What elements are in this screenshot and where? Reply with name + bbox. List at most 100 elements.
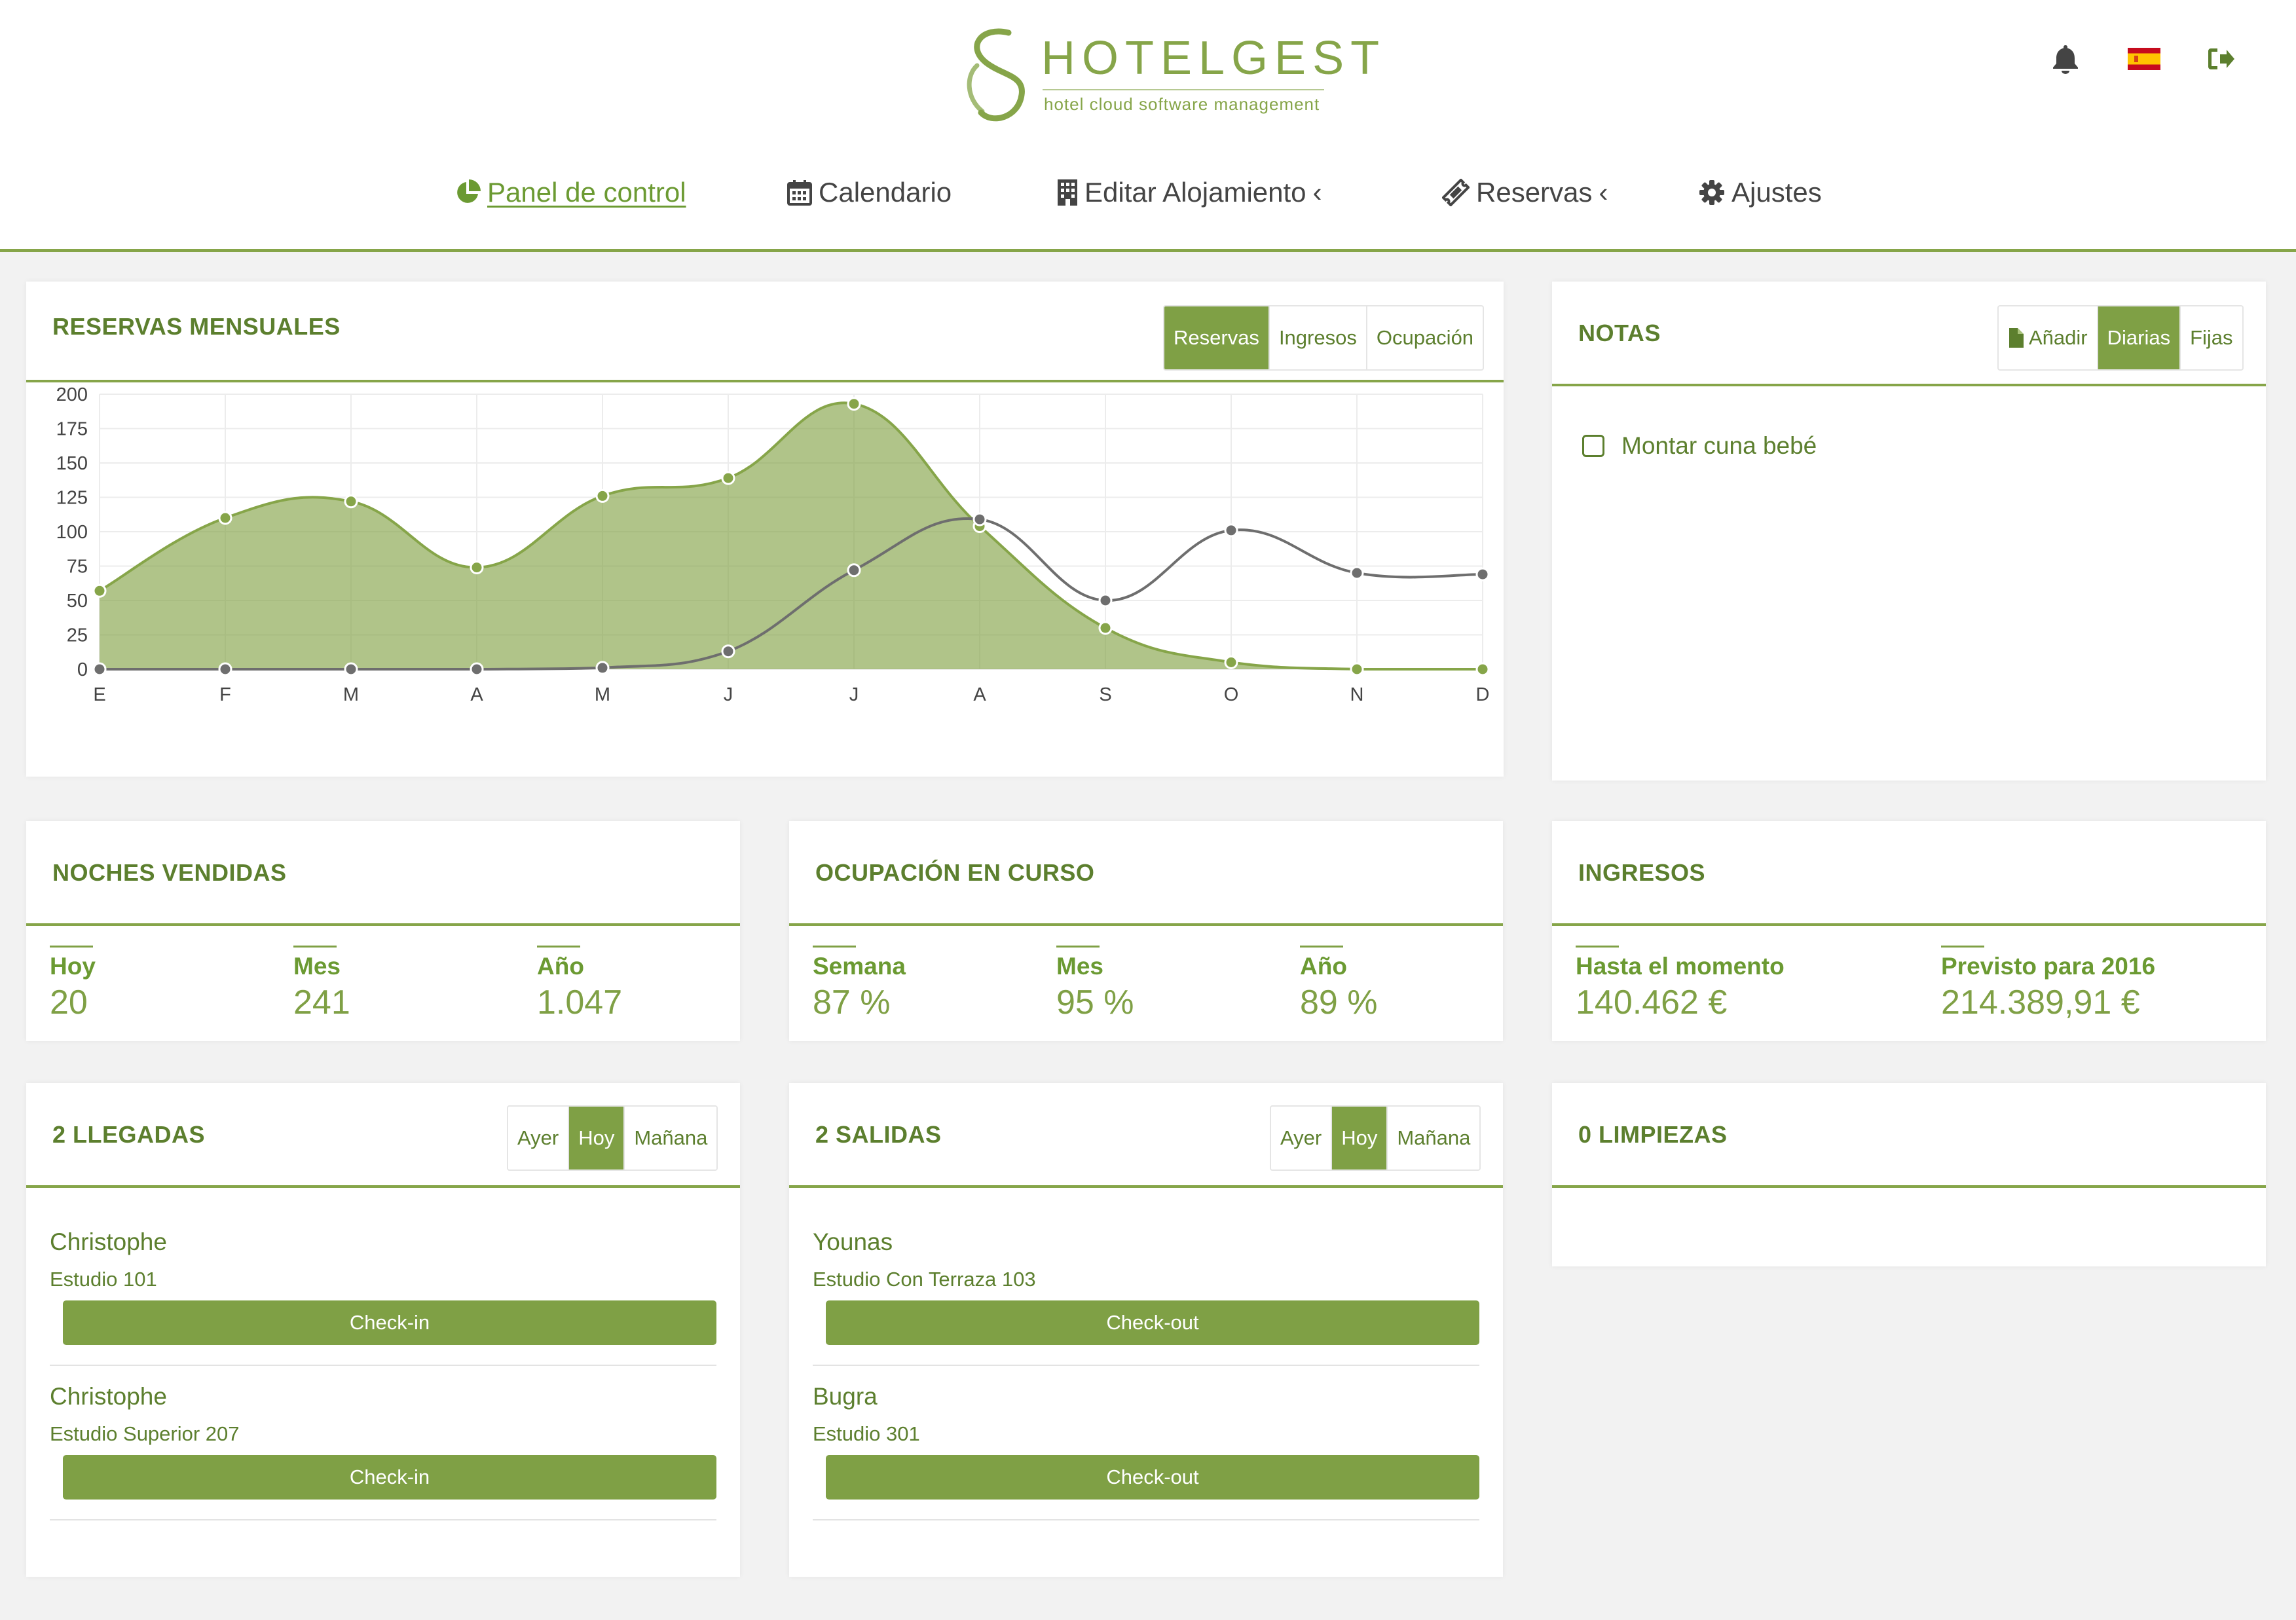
card-title: 2 LLEGADAS: [52, 1121, 206, 1148]
tab-hoy[interactable]: Hoy: [568, 1107, 624, 1169]
arrival-item: Christophe Estudio 101 Check-in: [50, 1228, 716, 1379]
stat-ano: Año 89 %: [1300, 946, 1378, 1022]
notes-card: NOTAS Añadir Diarias Fijas Montar cuna b…: [1552, 282, 2266, 781]
x-tick-label: M: [343, 684, 359, 705]
tab-ayer[interactable]: Ayer: [1280, 1126, 1322, 1149]
pie-chart-icon: [457, 179, 481, 203]
card-header: NOCHES VENDIDAS: [26, 821, 740, 926]
stat-value: 87 %: [813, 984, 891, 1022]
room-name: Estudio 101: [50, 1268, 157, 1291]
y-tick-label: 0: [77, 659, 88, 680]
x-tick-label: F: [219, 684, 231, 705]
nav-editar-alojamiento[interactable]: Editar Alojamiento ‹: [1057, 177, 1322, 208]
note-item: Montar cuna bebé: [1582, 432, 1817, 460]
stat-rule: [1300, 946, 1343, 948]
data-point: [470, 662, 484, 676]
logo-subtitle: hotel cloud software management: [1044, 94, 1320, 114]
x-tick-label: N: [1350, 684, 1364, 705]
nav-calendario[interactable]: Calendario: [787, 177, 952, 208]
nav-ajustes[interactable]: Ajustes: [1699, 177, 1822, 208]
tab-manana[interactable]: Mañana: [623, 1107, 716, 1169]
chart-tab-group: Reservas Ingresos Ocupación: [1163, 305, 1485, 371]
series-area: [100, 403, 1483, 669]
check-in-button[interactable]: Check-in: [63, 1455, 716, 1500]
card-header: NOTAS Añadir Diarias Fijas: [1552, 282, 2266, 386]
card-title: NOCHES VENDIDAS: [52, 859, 287, 886]
check-out-button[interactable]: Check-out: [826, 1300, 1479, 1345]
data-point: [218, 662, 232, 676]
logo-divider: [1043, 89, 1324, 90]
data-point: [595, 661, 610, 675]
arrivals-day-tabs: Ayer Hoy Mañana: [507, 1105, 718, 1171]
card-title: OCUPACIÓN EN CURSO: [815, 859, 1095, 886]
data-point: [344, 494, 358, 509]
stat-previsto: Previsto para 2016 214.389,91 €: [1941, 946, 2155, 1022]
tab-anadir-label: Añadir: [2029, 326, 2088, 349]
data-point: [1475, 567, 1490, 581]
item-divider: [813, 1365, 1479, 1366]
check-in-button[interactable]: Check-in: [63, 1300, 716, 1345]
spain-flag-icon[interactable]: [2123, 39, 2165, 79]
x-tick-label: S: [1099, 684, 1111, 705]
item-divider: [50, 1365, 716, 1366]
hotelgest-logo[interactable]: HOTELGEST hotel cloud software managemen…: [963, 26, 1379, 131]
item-divider: [50, 1519, 716, 1520]
tab-reservas[interactable]: Reservas: [1164, 306, 1268, 369]
data-point: [344, 662, 358, 676]
stat-mes: Mes 95 %: [1056, 946, 1134, 1022]
notes-tab-group: Añadir Diarias Fijas: [1997, 305, 2244, 371]
nav-reservas[interactable]: Reservas ‹: [1442, 177, 1608, 208]
tab-ingresos[interactable]: Ingresos: [1268, 306, 1366, 369]
arrivals-card: 2 LLEGADAS Ayer Hoy Mañana Christophe Es…: [26, 1083, 740, 1577]
y-tick-label: 150: [56, 453, 88, 474]
cleanings-card: 0 LIMPIEZAS: [1552, 1083, 2266, 1266]
guest-name: Younas: [813, 1228, 893, 1255]
tab-ocupacion[interactable]: Ocupación: [1365, 306, 1483, 369]
data-point: [721, 644, 735, 659]
stat-rule: [1576, 946, 1619, 948]
x-tick-label: J: [849, 684, 859, 705]
stat-rule: [293, 946, 337, 948]
card-title: 2 SALIDAS: [815, 1121, 942, 1148]
data-point: [847, 397, 861, 411]
tab-hoy[interactable]: Hoy: [1331, 1107, 1387, 1169]
gear-icon: [1699, 180, 1724, 205]
data-point: [470, 561, 484, 575]
nav-label: Panel de control: [487, 177, 686, 208]
stat-label: Previsto para 2016: [1941, 953, 2156, 980]
file-icon: [2009, 328, 2024, 348]
tab-ayer[interactable]: Ayer: [517, 1126, 559, 1149]
tab-manana[interactable]: Mañana: [1386, 1107, 1479, 1169]
tab-anadir[interactable]: Añadir: [1999, 306, 2097, 369]
stat-rule: [1941, 946, 1984, 948]
bell-icon[interactable]: [2046, 39, 2085, 79]
tab-diarias[interactable]: Diarias: [2096, 306, 2180, 369]
nav-panel-de-control[interactable]: Panel de control: [454, 177, 686, 208]
data-point: [595, 488, 610, 503]
data-point: [721, 471, 735, 485]
nav-label: Reservas: [1476, 177, 1593, 208]
departure-item: Bugra Estudio 301 Check-out: [813, 1383, 1479, 1534]
note-checkbox[interactable]: [1582, 435, 1604, 457]
stat-rule: [50, 946, 93, 948]
card-header: 2 SALIDAS Ayer Hoy Mañana: [789, 1083, 1503, 1188]
data-point: [847, 563, 861, 578]
data-point: [1350, 566, 1364, 580]
nights-sold-card: NOCHES VENDIDAS Hoy 20 Mes 241 Año 1.047: [26, 821, 740, 1041]
calendar-icon: [787, 180, 812, 206]
stat-hoy: Hoy 20: [50, 946, 96, 1022]
stat-value: 214.389,91 €: [1941, 984, 2140, 1022]
check-out-button[interactable]: Check-out: [826, 1455, 1479, 1500]
stat-ano: Año 1.047: [537, 946, 622, 1022]
stat-value: 20: [50, 984, 88, 1022]
tab-fijas[interactable]: Fijas: [2179, 306, 2242, 369]
ticket-icon: [1442, 179, 1470, 206]
card-header: OCUPACIÓN EN CURSO: [789, 821, 1503, 926]
logout-icon[interactable]: [2202, 39, 2241, 79]
card-title: INGRESOS: [1578, 859, 1706, 886]
x-tick-label: D: [1476, 684, 1490, 705]
stat-label: Semana: [813, 953, 906, 980]
data-point: [1098, 593, 1113, 608]
y-tick-label: 25: [67, 625, 88, 646]
card-title: NOTAS: [1578, 320, 1661, 346]
